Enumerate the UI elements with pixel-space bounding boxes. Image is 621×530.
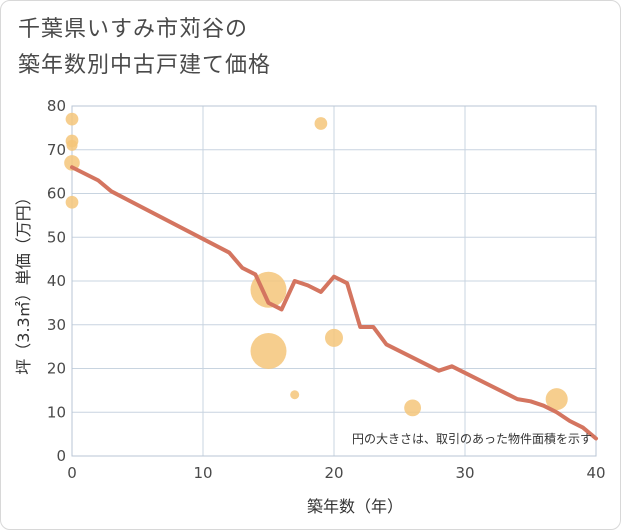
y-tick-label: 60 bbox=[47, 185, 66, 203]
x-tick-label: 10 bbox=[193, 464, 212, 482]
x-tick-label: 30 bbox=[455, 464, 474, 482]
size-legend-note: 円の大きさは、取引のあった物件面積を示す bbox=[352, 431, 592, 446]
data-point bbox=[66, 139, 78, 151]
plot-border bbox=[71, 105, 597, 457]
data-point bbox=[65, 112, 79, 126]
y-tick-label: 30 bbox=[47, 316, 66, 334]
x-axis-label: 築年数（年） bbox=[307, 497, 403, 516]
chart-title: 千葉県いすみ市苅谷の 築年数別中古戸建て価格 bbox=[18, 17, 272, 78]
x-tick-label: 0 bbox=[67, 464, 77, 482]
y-tick-label: 10 bbox=[47, 403, 66, 421]
y-tick-label: 80 bbox=[47, 97, 66, 115]
grid-lines bbox=[71, 105, 597, 457]
trend-series bbox=[70, 165, 598, 441]
data-point bbox=[545, 388, 568, 411]
data-point bbox=[290, 390, 300, 400]
trend-line bbox=[70, 165, 598, 441]
data-point bbox=[314, 117, 328, 130]
data-point bbox=[65, 195, 79, 209]
data-point bbox=[250, 333, 287, 369]
y-tick-label: 70 bbox=[47, 141, 66, 159]
y-tick-label: 0 bbox=[56, 447, 66, 465]
x-tick-label: 40 bbox=[586, 464, 605, 482]
tick-labels: 0 10 20 30 40 50 60 70 80 0 10 20 30 40 bbox=[47, 97, 606, 482]
data-point bbox=[64, 155, 80, 171]
y-tick-label: 50 bbox=[47, 228, 66, 246]
bubble-series bbox=[64, 112, 568, 417]
y-axis-label: 坪（3.3㎡）単価（万円） bbox=[14, 189, 33, 374]
y-tick-label: 40 bbox=[47, 272, 66, 290]
data-point bbox=[404, 399, 422, 417]
x-tick-label: 20 bbox=[324, 464, 343, 482]
y-tick-label: 20 bbox=[47, 360, 66, 378]
data-point bbox=[325, 328, 343, 347]
